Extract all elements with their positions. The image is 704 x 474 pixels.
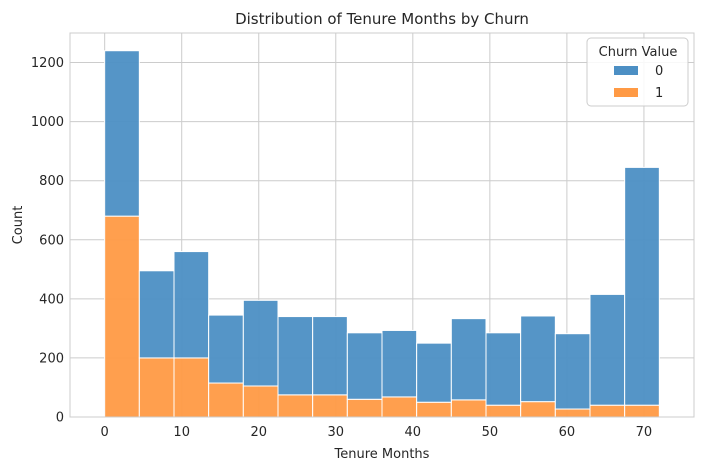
bar-series-1 [242, 385, 279, 418]
bar-series-0 [554, 333, 591, 410]
y-tick-label: 1200 [31, 56, 64, 71]
legend-label-0: 0 [655, 64, 663, 79]
bar-series-1 [208, 382, 244, 418]
bar-series-1 [346, 398, 383, 418]
bar-series-1 [485, 404, 522, 418]
x-tick-label: 70 [636, 425, 653, 440]
bar-series-0 [416, 342, 452, 403]
bar-series-0 [104, 50, 140, 217]
bar-series-1 [138, 357, 175, 418]
y-tick-label: 600 [39, 233, 64, 248]
bar-series-0 [381, 329, 418, 398]
y-tick-label: 0 [56, 411, 64, 426]
chart-title: Distribution of Tenure Months by Churn [235, 10, 529, 28]
legend-title: Churn Value [599, 45, 678, 60]
legend-swatch-1 [614, 88, 638, 97]
bar-series-1 [312, 394, 348, 418]
bar-series-1 [381, 396, 418, 418]
bar-series-0 [138, 270, 175, 359]
bars [104, 50, 660, 418]
bar-series-0 [242, 299, 279, 387]
bar-series-1 [450, 399, 487, 418]
bar-series-1 [520, 401, 556, 418]
bar-series-0 [312, 316, 348, 396]
x-tick-label: 0 [101, 425, 109, 440]
x-tick-label: 20 [250, 425, 267, 440]
bar-series-1 [589, 404, 626, 418]
bar-series-0 [173, 251, 210, 359]
bar-series-0 [450, 318, 487, 401]
bar-series-1 [173, 357, 210, 418]
bar-series-1 [416, 401, 452, 418]
x-tick-label: 10 [173, 425, 190, 440]
plot-frame [69, 32, 695, 418]
bar-series-0 [277, 316, 314, 396]
bar-series-0 [208, 314, 244, 384]
bar-series-1 [104, 215, 140, 418]
bar-series-1 [277, 394, 314, 418]
bar-series-0 [589, 293, 626, 406]
x-tick-label: 30 [328, 425, 345, 440]
y-tick-label: 1000 [31, 115, 64, 130]
bar-series-1 [624, 404, 660, 418]
x-tick-label: 40 [405, 425, 422, 440]
bar-series-0 [520, 315, 556, 403]
legend-label-1: 1 [655, 86, 663, 101]
bar-series-0 [346, 332, 383, 400]
x-tick-label: 50 [482, 425, 499, 440]
bar-series-0 [485, 332, 522, 406]
y-tick-label: 200 [39, 351, 64, 366]
legend-swatch-0 [614, 66, 638, 75]
x-tick-label: 60 [559, 425, 576, 440]
y-axis-label: Count [11, 206, 26, 245]
y-tick-label: 800 [39, 174, 64, 189]
x-axis-label: Tenure Months [334, 447, 430, 462]
legend: Churn Value 0 1 [586, 37, 689, 107]
bar-series-1 [554, 408, 591, 418]
bar-series-0 [624, 166, 660, 406]
y-tick-label: 400 [39, 292, 64, 307]
